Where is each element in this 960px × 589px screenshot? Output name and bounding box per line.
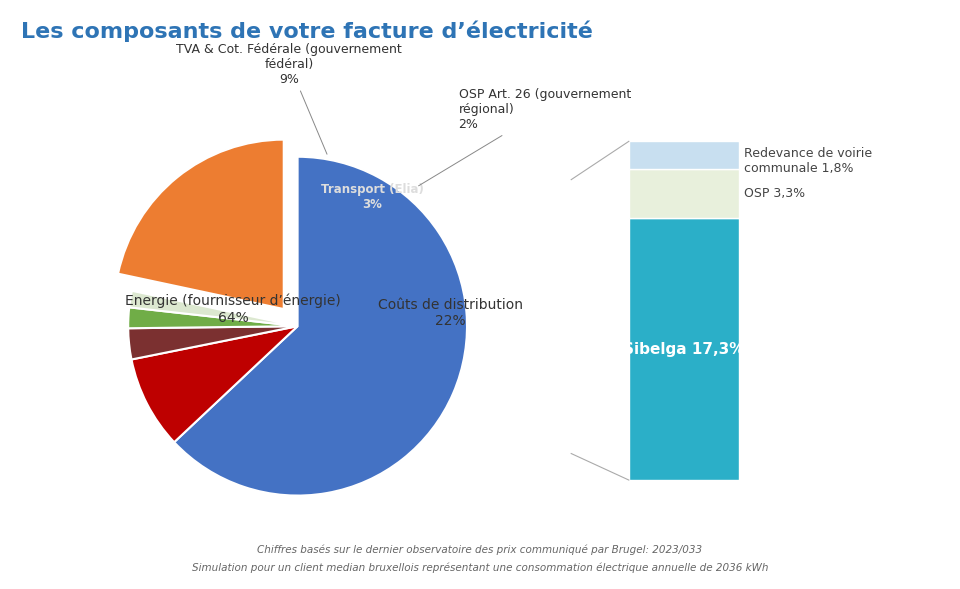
Wedge shape [132,326,298,442]
Text: OSP 3,3%: OSP 3,3% [744,187,805,200]
Wedge shape [129,326,298,359]
Wedge shape [174,157,467,495]
Text: TVA & Cot. Fédérale (gouvernement
fédéral)
9%: TVA & Cot. Fédérale (gouvernement fédéra… [177,42,402,154]
Text: OSP Art. 26 (gouvernement
régional)
2%: OSP Art. 26 (gouvernement régional) 2% [419,88,631,186]
Text: Simulation pour un client median bruxellois représentant une consommation électr: Simulation pour un client median bruxell… [192,562,768,573]
Bar [629,141,739,168]
Text: Transport (Elia)
3%: Transport (Elia) 3% [321,183,423,211]
Text: Energie (fournisseur d’énergie)
64%: Energie (fournisseur d’énergie) 64% [126,294,341,325]
Wedge shape [130,291,298,326]
Bar [629,219,739,480]
Text: Redevance de voirie
communale 1,8%: Redevance de voirie communale 1,8% [744,147,872,175]
Wedge shape [129,307,298,328]
Wedge shape [118,140,284,309]
Text: Sibelga 17,3%: Sibelga 17,3% [623,342,745,357]
Text: Les composants de votre facture d’électricité: Les composants de votre facture d’électr… [21,21,593,42]
Text: Coûts de distribution
22%: Coûts de distribution 22% [377,297,522,327]
Text: Chiffres basés sur le dernier observatoire des prix communiqué par Brugel: 2023/: Chiffres basés sur le dernier observatoi… [257,545,703,555]
Bar [629,168,739,219]
